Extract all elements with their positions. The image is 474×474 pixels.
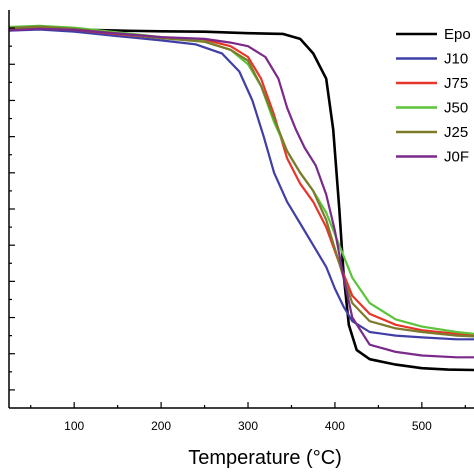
series-line-j10 <box>9 28 474 341</box>
series-line-j0f <box>9 27 474 359</box>
x-ticks: 100 200 300 400 500 <box>30 402 466 433</box>
legend-label: Epo <box>444 26 471 43</box>
series-line-epo <box>9 27 474 372</box>
legend-label: J25 <box>444 124 468 141</box>
series-layer <box>9 24 474 372</box>
legend-item-j50: J50 <box>396 100 468 117</box>
legend-item-j25: J25 <box>396 124 468 141</box>
legend-label: J10 <box>444 51 468 68</box>
legend-item-j10: J10 <box>396 51 468 68</box>
x-tick-label: 200 <box>151 419 171 433</box>
x-tick-label: 300 <box>238 419 258 433</box>
series-line-j25 <box>9 25 474 338</box>
x-tick-label: 100 <box>64 419 84 433</box>
x-tick-label: 500 <box>412 419 432 433</box>
legend-item-j0f: J0F <box>396 149 469 166</box>
legend-item-j75: J75 <box>396 75 468 92</box>
x-axis-title: Temperature (°C) <box>188 447 342 469</box>
y-ticks <box>9 27 15 391</box>
legend-label: J50 <box>444 100 468 117</box>
legend: Epo J10 J75 J50 J25 J0F <box>396 26 471 166</box>
legend-item-epo: Epo <box>396 26 471 43</box>
x-tick-label: 400 <box>325 419 345 433</box>
legend-label: J0F <box>444 149 469 166</box>
legend-label: J75 <box>444 75 468 92</box>
series-line-j50 <box>9 24 474 335</box>
